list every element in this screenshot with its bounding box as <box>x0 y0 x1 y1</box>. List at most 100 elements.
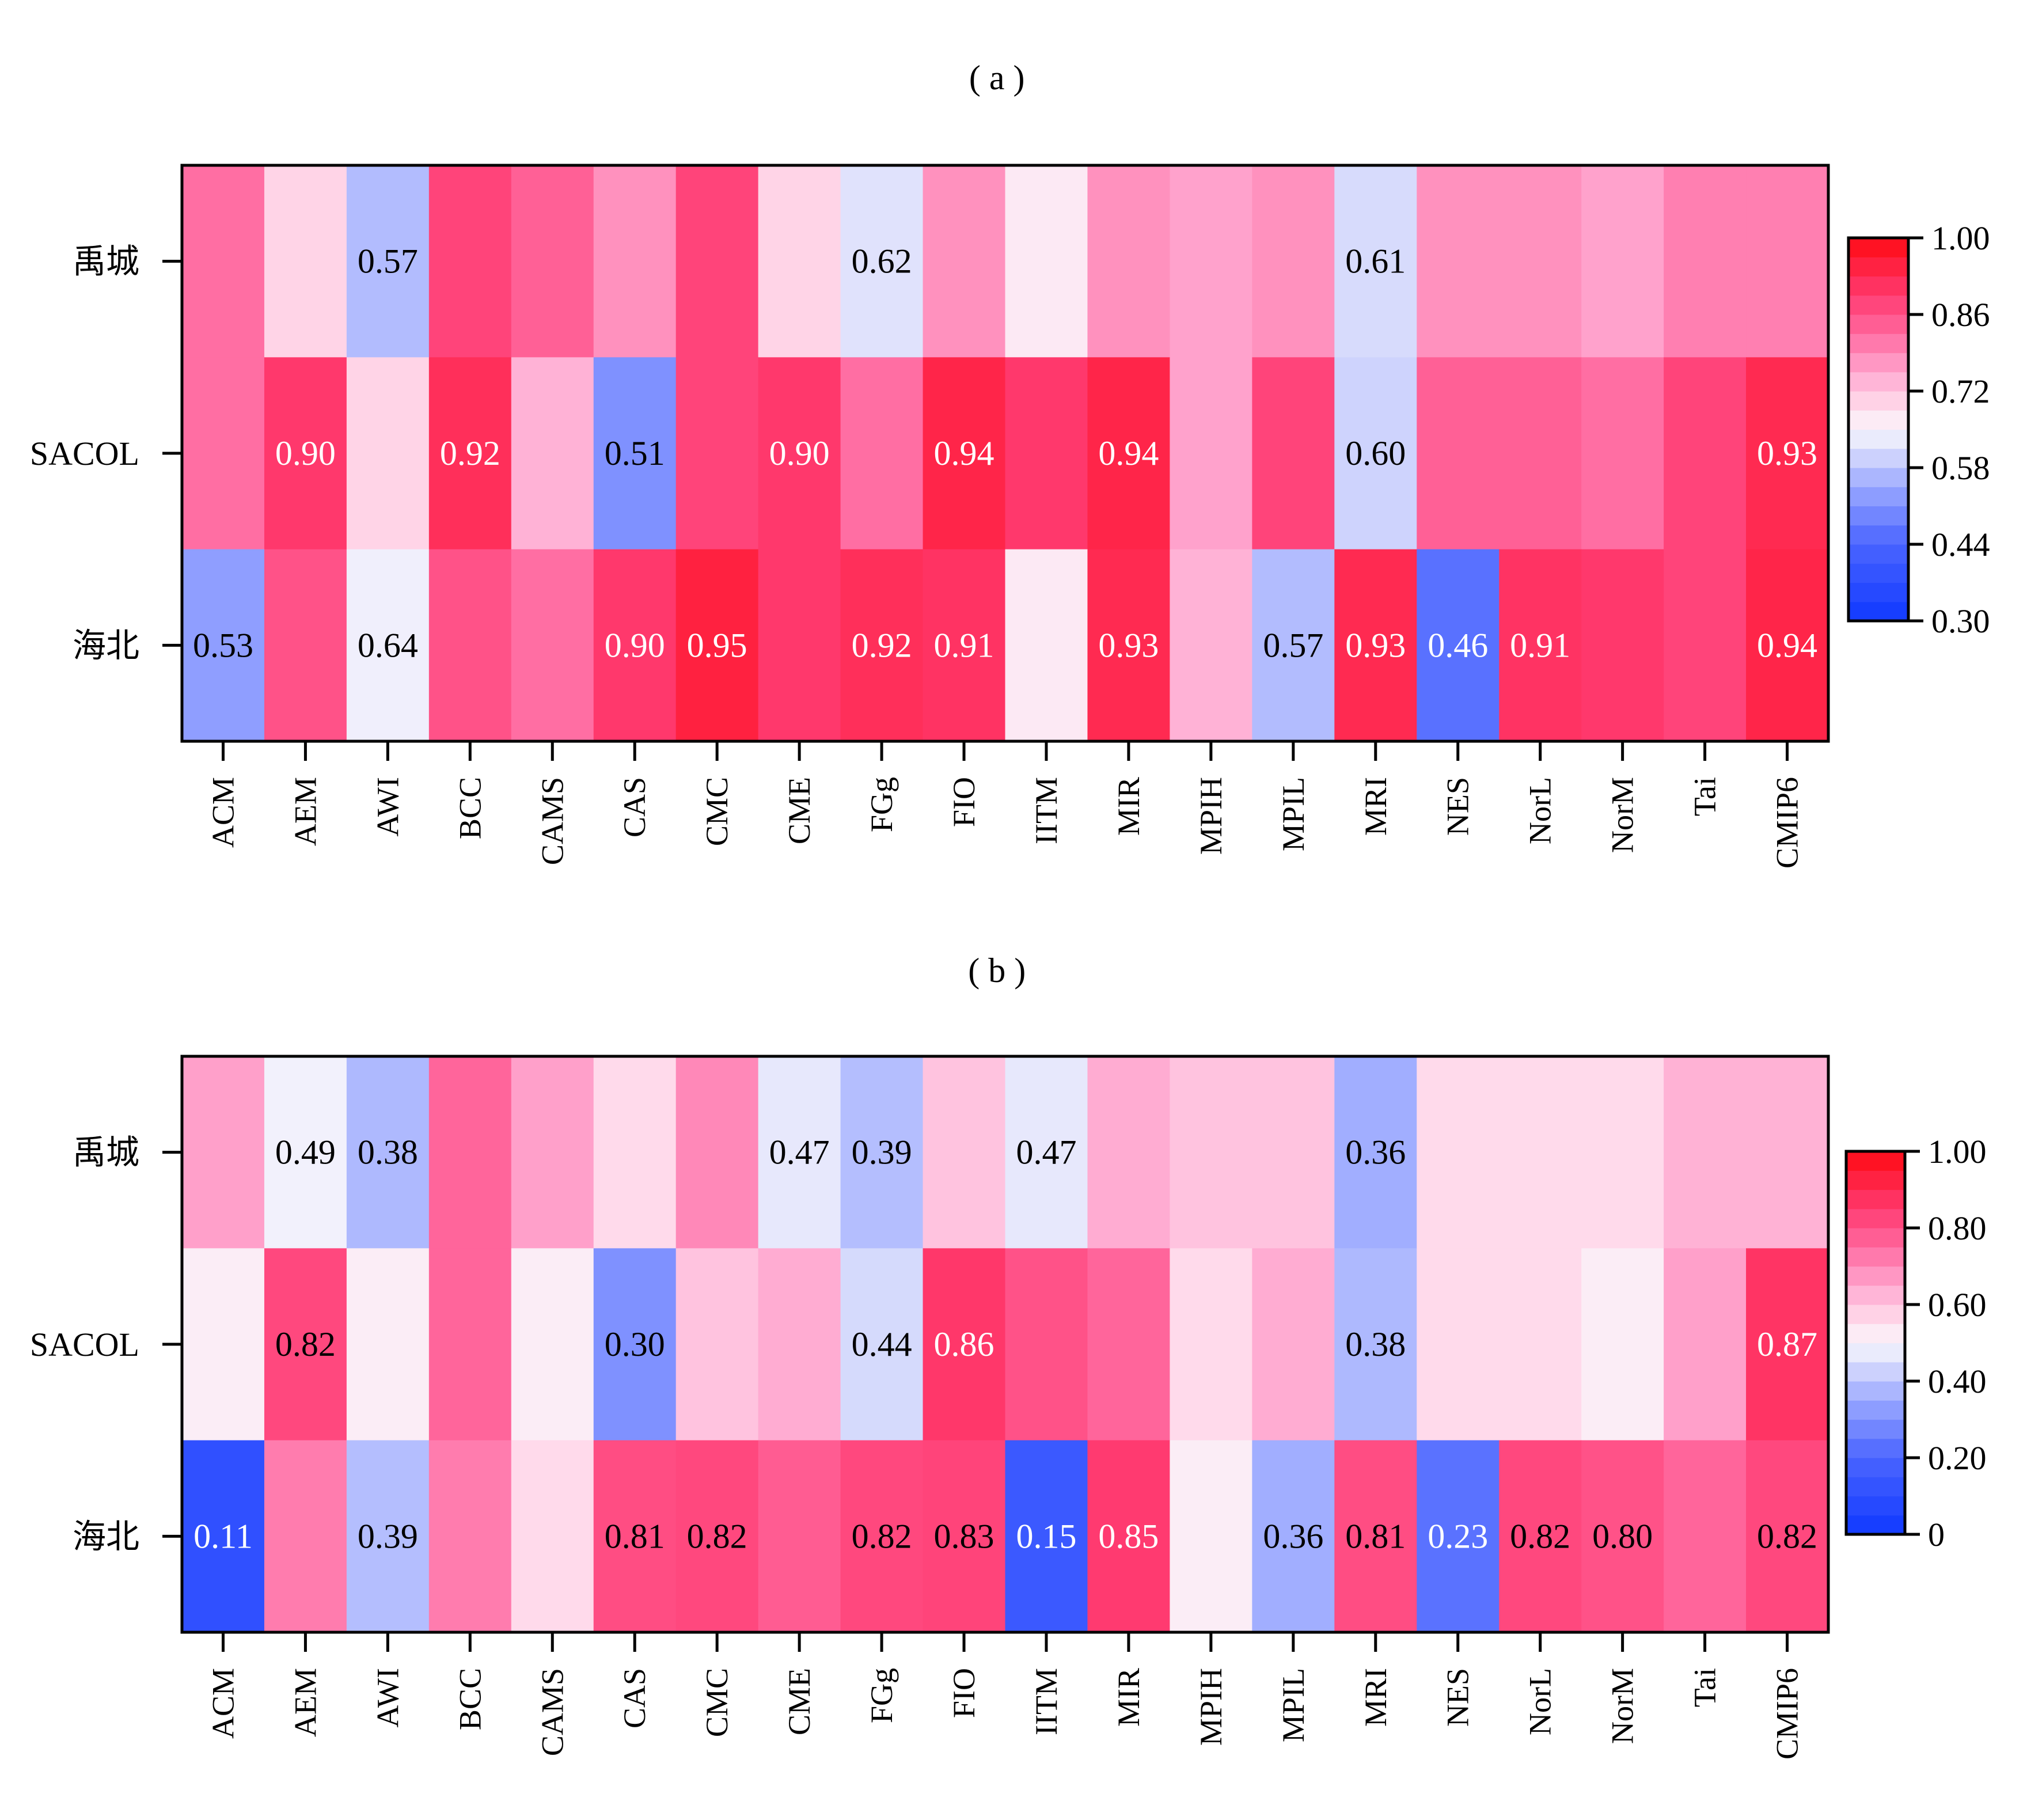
heatmap-cell <box>1087 1440 1170 1633</box>
heatmap-cell <box>264 357 347 550</box>
x-tick-label: ACM <box>206 1668 240 1739</box>
heatmap-cell <box>1581 165 1664 358</box>
heatmap-cell <box>1499 549 1582 742</box>
heatmap-cell <box>1252 1440 1335 1633</box>
heatmap-cell <box>1746 1248 1829 1441</box>
colorbar-segment <box>1848 487 1908 507</box>
x-tick-label: CME <box>782 777 817 844</box>
heatmap-cell <box>1746 165 1829 358</box>
cell-value-label: 0.85 <box>1098 1517 1159 1555</box>
heatmap-cell <box>1005 549 1088 742</box>
x-tick-label: BCC <box>453 1668 487 1730</box>
heatmap-cell <box>1334 549 1417 742</box>
heatmap-cell <box>1417 165 1500 358</box>
cell-value-label: 0.53 <box>193 626 253 664</box>
heatmap-cell <box>593 357 677 550</box>
x-tick-label: CAS <box>617 777 652 837</box>
x-tick-label: NES <box>1441 1668 1475 1727</box>
heatmap-cell <box>840 165 924 358</box>
cell-value-label: 0.47 <box>1016 1133 1076 1171</box>
heatmap-cell <box>840 1248 924 1441</box>
heatmap-cell <box>1087 549 1170 742</box>
heatmap-cell <box>264 1440 347 1633</box>
cell-value-label: 0.38 <box>358 1133 418 1171</box>
colorbar-segment <box>1846 1285 1905 1305</box>
heatmap-cell <box>264 165 347 358</box>
cell-value-label: 0.81 <box>1345 1517 1406 1555</box>
x-tick-label: FIO <box>947 1668 981 1718</box>
heatmap-cell <box>182 1056 265 1249</box>
heatmap-cell <box>1746 1440 1829 1633</box>
colorbar-tick-label: 0.60 <box>1928 1286 1987 1324</box>
colorbar-segment <box>1846 1362 1905 1382</box>
x-tick-label: MRI <box>1358 1668 1393 1727</box>
heatmap-cell <box>428 357 512 550</box>
cell-value-label: 0.36 <box>1345 1133 1406 1171</box>
x-tick-label: IITM <box>1029 777 1064 844</box>
cell-value-label: 0.47 <box>769 1133 830 1171</box>
cell-value-label: 0.82 <box>275 1325 336 1363</box>
heatmap-cell <box>923 1440 1006 1633</box>
colorbar-segment <box>1846 1438 1905 1458</box>
heatmap-cell <box>593 165 677 358</box>
heatmap-cell <box>675 165 759 358</box>
heatmap-cell <box>1664 165 1747 358</box>
heatmap-cell <box>346 1440 430 1633</box>
heatmap-cell <box>923 357 1006 550</box>
heatmap-cell <box>511 549 594 742</box>
heatmap-cell <box>1170 549 1252 742</box>
cell-value-label: 0.46 <box>1428 626 1488 664</box>
colorbar-segment <box>1848 448 1908 468</box>
colorbar-tick-label: 1.00 <box>1928 1133 1987 1170</box>
x-tick-label: MPIH <box>1194 1668 1228 1746</box>
x-tick-label: CAMS <box>535 1668 570 1756</box>
heatmap-cell <box>675 1248 759 1441</box>
heatmap-cell <box>1170 1440 1252 1633</box>
heatmap-cell <box>758 357 841 550</box>
heatmap-cell <box>182 165 265 358</box>
colorbar-segment <box>1846 1515 1905 1535</box>
colorbar-tick-label: 0.20 <box>1928 1439 1987 1477</box>
cell-value-label: 0.15 <box>1016 1517 1076 1555</box>
heatmap-cell <box>428 1248 512 1441</box>
heatmap-cell <box>1746 1056 1829 1249</box>
colorbar-segment <box>1848 506 1908 526</box>
colorbar-segment <box>1846 1343 1905 1363</box>
heatmap-cell <box>840 1440 924 1633</box>
colorbar-tick-label: 0 <box>1928 1516 1945 1553</box>
cell-value-label: 0.92 <box>852 626 912 664</box>
colorbar-segment <box>1846 1189 1905 1209</box>
heatmap-cell <box>1005 357 1088 550</box>
heatmap-cell <box>182 1440 265 1633</box>
heatmap-cell <box>1005 1248 1088 1441</box>
heatmap-cell <box>511 357 594 550</box>
y-tick-label: SACOL <box>30 1326 139 1363</box>
colorbar-segment <box>1848 391 1908 411</box>
x-tick-label: Tai <box>1688 1668 1722 1707</box>
heatmap-cell <box>1087 1248 1170 1441</box>
colorbar-segment <box>1848 468 1908 487</box>
heatmap-cell <box>1499 357 1582 550</box>
heatmap-cell <box>1005 165 1088 358</box>
heatmap-cell <box>264 549 347 742</box>
heatmap-cell <box>1664 1248 1747 1441</box>
heatmap-cell <box>1005 1440 1088 1633</box>
heatmap-cell <box>1252 1248 1335 1441</box>
heatmap-cell <box>1417 1248 1500 1441</box>
colorbar-tick-label: 0.30 <box>1931 602 1990 640</box>
heatmap-cell <box>923 549 1006 742</box>
heatmap-cell <box>840 549 924 742</box>
cell-value-label: 0.38 <box>1345 1325 1406 1363</box>
cell-value-label: 0.36 <box>1263 1517 1323 1555</box>
heatmap-cell <box>428 165 512 358</box>
cell-value-label: 0.90 <box>769 434 830 472</box>
x-tick-label: MPIL <box>1276 1668 1311 1742</box>
cell-value-label: 0.82 <box>687 1517 747 1555</box>
colorbar-segment <box>1848 314 1908 334</box>
x-tick-label: MPIH <box>1194 777 1228 855</box>
colorbar-segment <box>1846 1305 1905 1324</box>
x-tick-label: CMC <box>700 777 734 846</box>
cell-value-label: 0.57 <box>1263 626 1323 664</box>
cell-value-label: 0.11 <box>193 1517 253 1555</box>
cell-value-label: 0.82 <box>1510 1517 1570 1555</box>
